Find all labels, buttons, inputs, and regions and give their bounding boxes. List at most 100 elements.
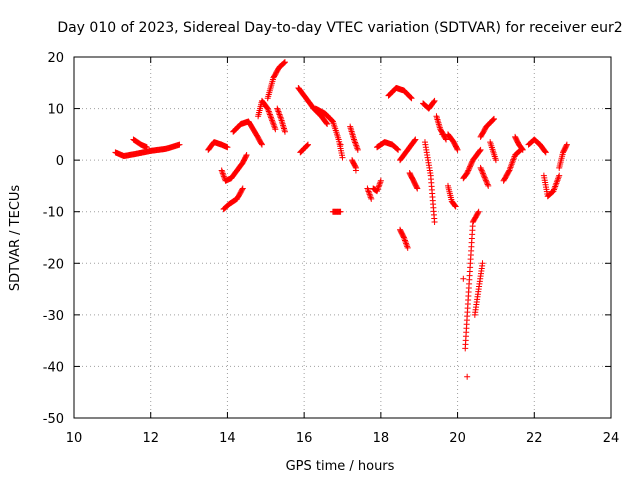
data-point (452, 203, 459, 210)
data-point (479, 170, 486, 177)
data-point (266, 109, 273, 116)
data-point (366, 189, 373, 196)
data-point (394, 146, 401, 153)
data-point (477, 146, 484, 153)
data-point (376, 180, 383, 187)
data-point (364, 185, 371, 192)
data-point (482, 175, 489, 182)
data-point (367, 194, 374, 201)
y-tick-label: -50 (43, 412, 64, 427)
data-point (280, 60, 287, 67)
data-point (272, 126, 279, 133)
data-point (239, 186, 246, 193)
data-point (277, 114, 284, 121)
data-point (377, 177, 384, 184)
data-point (443, 136, 450, 143)
data-point (475, 209, 482, 216)
data-point (468, 159, 475, 166)
data-point (269, 118, 276, 125)
data-point (354, 145, 361, 152)
data-point (218, 167, 225, 174)
data-point (404, 243, 411, 250)
data-point (304, 141, 311, 148)
data-point (265, 107, 272, 114)
data-point (413, 184, 420, 191)
data-point (542, 148, 549, 155)
data-point (401, 237, 408, 244)
data-point (492, 157, 499, 164)
data-point (475, 208, 482, 215)
data-point (485, 182, 492, 189)
data-point (467, 162, 474, 169)
data-point (519, 145, 526, 152)
data-point (375, 185, 382, 192)
data-point (542, 149, 549, 156)
data-point (219, 170, 226, 177)
data-point (482, 177, 489, 184)
data-point (143, 144, 150, 151)
data-point (411, 137, 418, 144)
data-point (431, 97, 438, 104)
data-point (442, 135, 449, 142)
data-point (270, 121, 277, 128)
data-point (266, 111, 273, 118)
data-point (439, 131, 446, 138)
data-point (480, 171, 487, 178)
data-point (366, 191, 373, 198)
data-point (267, 114, 274, 121)
grid (74, 57, 611, 418)
data-point (401, 235, 408, 242)
y-tick-label: 10 (47, 103, 64, 118)
data-point (365, 188, 372, 195)
data-point (484, 180, 491, 187)
data-point (563, 141, 570, 148)
data-point (403, 241, 410, 248)
data-point (258, 140, 265, 147)
data-point (478, 167, 485, 174)
data-point (484, 181, 491, 188)
data-point (400, 234, 407, 241)
data-point (374, 188, 381, 195)
data-point (270, 120, 277, 127)
y-tick-label: 20 (47, 51, 64, 66)
data-point (239, 185, 246, 192)
data-point (481, 174, 488, 181)
data-point (483, 178, 490, 185)
data-point (479, 169, 486, 176)
data-point (454, 145, 461, 152)
data-point (368, 195, 375, 202)
data-point (364, 186, 371, 193)
data-point (353, 142, 360, 149)
x-axis-label: GPS time / hours (286, 459, 395, 474)
data-point (400, 233, 407, 240)
data-points (112, 59, 570, 380)
data-point (414, 185, 421, 192)
data-point (275, 108, 282, 115)
data-point (476, 147, 483, 154)
data-point (264, 105, 271, 112)
data-point (275, 109, 282, 116)
data-point (220, 173, 227, 180)
data-point (377, 179, 384, 186)
data-point (281, 59, 288, 66)
data-point (467, 163, 474, 170)
data-point (354, 146, 361, 153)
data-point (274, 107, 281, 114)
data-point (269, 117, 276, 124)
x-tick-label: 22 (526, 431, 543, 446)
data-point (219, 168, 226, 175)
data-point (304, 142, 311, 149)
y-tick-label: -10 (43, 206, 64, 221)
x-tick-label: 18 (373, 431, 390, 446)
data-point (393, 145, 400, 152)
data-point (276, 111, 283, 118)
data-point (452, 202, 459, 209)
data-point (466, 164, 473, 171)
y-tick-label: -40 (43, 360, 64, 375)
data-point (323, 120, 330, 127)
chart-title: Day 010 of 2023, Sidereal Day-to-day VTE… (57, 20, 622, 36)
data-point (328, 117, 335, 124)
x-tick-label: 16 (296, 431, 313, 446)
data-point (351, 136, 358, 143)
